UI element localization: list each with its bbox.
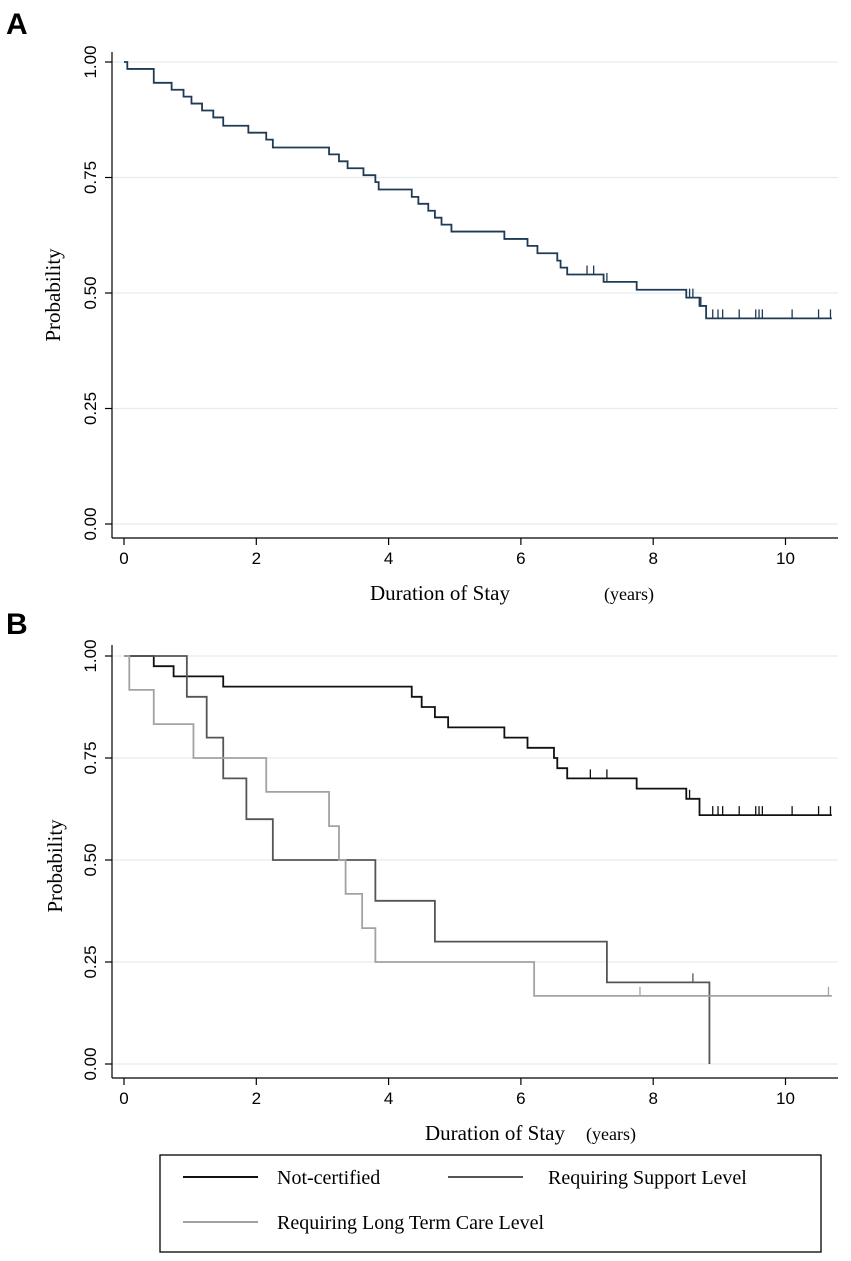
legend-box — [159, 1154, 822, 1253]
panel-b-y-tick-label: 0.75 — [81, 741, 100, 774]
panel-a-x-tick-label: 2 — [252, 549, 261, 568]
panel-a-y-tick-label: 0.50 — [81, 276, 100, 309]
panel-a-y-tick-label: 0.00 — [81, 507, 100, 540]
panel-b-curve-requiring-support-level — [124, 655, 711, 1064]
panel-b-x-tick-label: 10 — [776, 1089, 795, 1108]
legend-label-not-certified: Not-certified — [277, 1167, 380, 1189]
panel-a-x-tick-label: 8 — [648, 549, 657, 568]
panel-b-x-tick-label: 8 — [648, 1089, 657, 1108]
panel-b-curves — [124, 655, 832, 1064]
panel-a-x-tick-label: 4 — [384, 549, 393, 568]
panel-a-curves — [124, 61, 832, 320]
panel-b-x-axis-title: Duration of Stay — [425, 1121, 565, 1145]
panel-a-x-axis-unit: (years) — [604, 584, 654, 605]
panel-b-y-tick-label: 1.00 — [81, 639, 100, 672]
panel-b-curve-requiring-long-term-care-level — [124, 655, 832, 997]
panel-a-y-axis-title: Probability — [41, 248, 65, 342]
panel-a-curve-all-residents — [124, 61, 832, 320]
panel-b-ticks: 0.00 0.25 0.50 0.75 1.00 0 2 4 6 8 10 — [81, 639, 795, 1108]
panel-a-letter: A — [6, 8, 28, 41]
panel-b-gridlines — [113, 655, 838, 1065]
legend: Not-certified Requiring Support Level Re… — [159, 1154, 822, 1253]
panel-a-ticks: 0.00 0.25 0.50 0.75 1.00 0 2 4 6 8 10 — [81, 45, 795, 568]
panel-b-y-tick-label: 0.25 — [81, 945, 100, 978]
panel-b-x-tick-label: 6 — [516, 1089, 525, 1108]
legend-label-long-term-care: Requiring Long Term Care Level — [277, 1212, 544, 1234]
panel-b-y-tick-label: 0.50 — [81, 843, 100, 876]
panel-b-y-tick-label: 0.00 — [81, 1047, 100, 1080]
panel-a-x-axis-title: Duration of Stay — [370, 581, 510, 605]
panel-b-x-axis-unit: (years) — [586, 1124, 636, 1145]
panel-b-x-tick-label: 0 — [119, 1089, 128, 1108]
legend-label-support-level: Requiring Support Level — [548, 1167, 747, 1189]
panel-b-curve-not-certified — [124, 655, 832, 817]
panel-a-x-tick-label: 6 — [516, 549, 525, 568]
panel-a-x-tick-label: 10 — [776, 549, 795, 568]
panel-a: A 0.00 0.25 0.50 0.75 1.00 0 2 4 6 8 10 Probabilit… — [6, 8, 838, 605]
panel-b-y-axis-title: Probability — [43, 819, 67, 913]
panel-a-y-tick-label: 0.75 — [81, 161, 100, 194]
panel-a-y-tick-label: 0.25 — [81, 392, 100, 425]
panel-b-x-tick-label: 2 — [252, 1089, 261, 1108]
panel-a-y-tick-label: 1.00 — [81, 45, 100, 78]
panel-a-gridlines — [113, 61, 838, 525]
panel-b: B 0.00 0.25 0.50 0.75 1.00 0 2 4 6 8 10 Probabilit… — [6, 608, 838, 1145]
panel-b-letter: B — [6, 608, 28, 641]
panel-b-x-tick-label: 4 — [384, 1089, 393, 1108]
panel-a-x-tick-label: 0 — [119, 549, 128, 568]
